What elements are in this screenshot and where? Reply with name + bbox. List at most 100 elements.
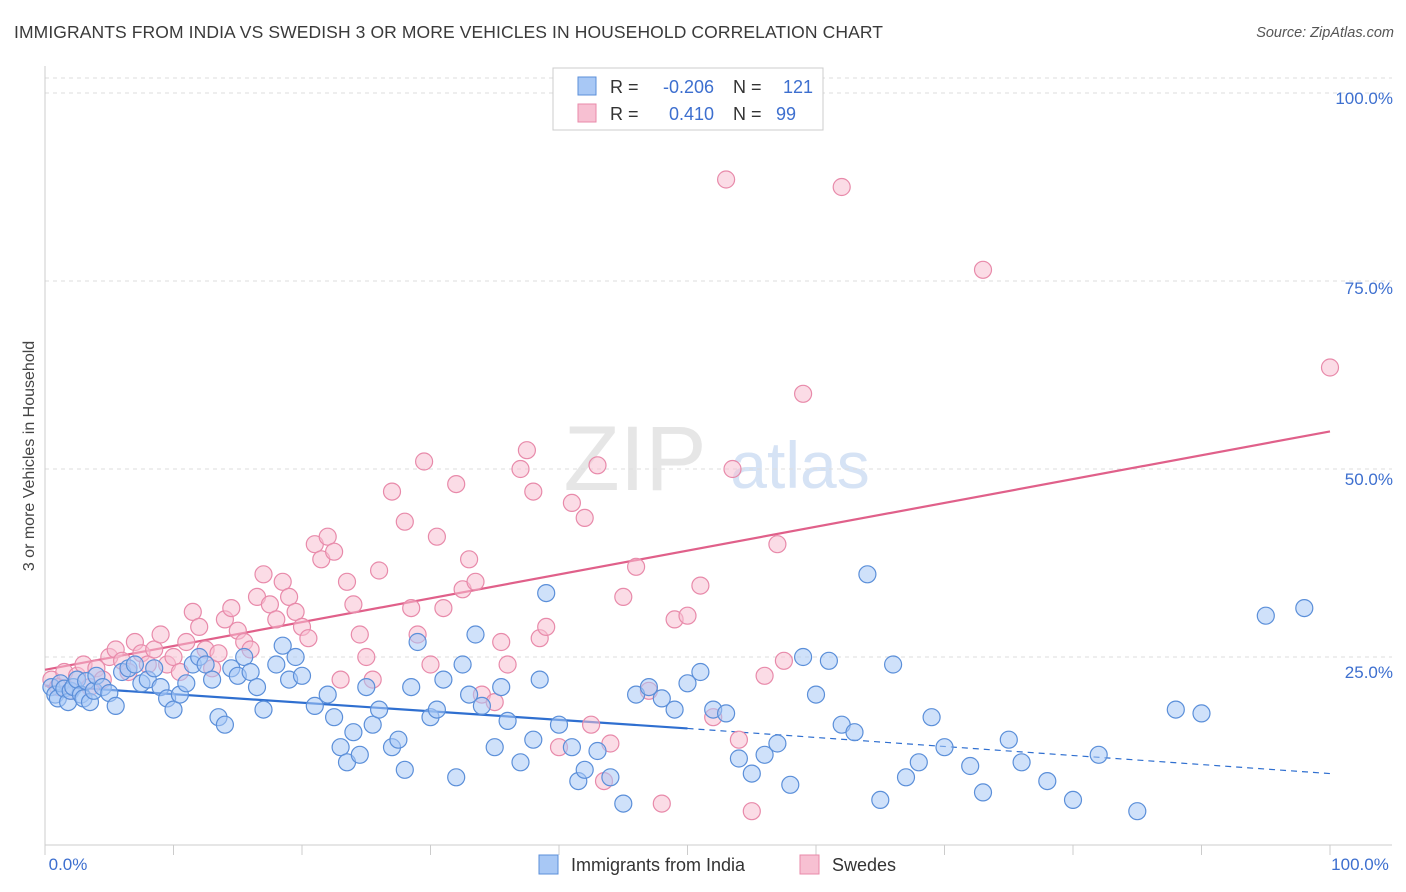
india-point-92 xyxy=(742,764,761,783)
india-point-41 xyxy=(267,655,286,674)
y-tick-label-100: 100.0% xyxy=(1335,89,1393,108)
y-tick-label-25: 25.0% xyxy=(1345,663,1393,682)
india-point-47 xyxy=(318,685,337,704)
swedes-point-72 xyxy=(537,617,556,637)
swedes-point-52 xyxy=(382,482,402,501)
swedes-point-58 xyxy=(427,527,446,546)
india-trend-line xyxy=(44,684,688,730)
india-point-67 xyxy=(466,625,485,644)
swedes-point-62 xyxy=(460,550,479,569)
swedes-point-90 xyxy=(729,730,749,749)
india-point-23 xyxy=(145,659,164,678)
india-point-119 xyxy=(1295,598,1314,618)
india-point-112 xyxy=(1038,771,1057,791)
india-point-107 xyxy=(935,738,954,757)
swedes-point-63 xyxy=(466,572,485,591)
legend-top-swatch-blue xyxy=(577,76,597,96)
legend-top-r-label-pink: R = xyxy=(610,104,639,124)
india-point-82 xyxy=(614,794,633,813)
swedes-point-48 xyxy=(350,625,369,644)
india-point-118 xyxy=(1256,606,1275,625)
swedes-point-16 xyxy=(145,640,164,659)
india-point-62 xyxy=(427,700,446,719)
swedes-point-57 xyxy=(421,655,440,674)
india-point-102 xyxy=(871,790,890,810)
swedes-point-75 xyxy=(575,508,594,528)
india-point-109 xyxy=(973,783,993,802)
india-point-74 xyxy=(530,670,549,689)
india-point-40 xyxy=(254,700,273,719)
swedes-point-46 xyxy=(337,572,357,591)
india-point-63 xyxy=(434,670,453,689)
india-point-105 xyxy=(909,753,928,772)
chart-source: Source: ZipAtlas.com xyxy=(1256,25,1394,41)
swedes-point-66 xyxy=(492,632,511,652)
swedes-point-54 xyxy=(402,598,421,618)
swedes-point-43 xyxy=(318,527,337,546)
india-point-69 xyxy=(485,738,504,757)
legend-bottom-swatch-swedes[interactable] xyxy=(799,854,820,875)
india-point-70 xyxy=(492,677,511,697)
swedes-point-40 xyxy=(299,629,318,648)
india-point-64 xyxy=(447,768,466,787)
y-tick-label-75: 75.0% xyxy=(1345,279,1393,298)
india-point-77 xyxy=(562,738,582,757)
legend-top-n-label-blue: N = xyxy=(733,77,762,97)
india-point-57 xyxy=(389,730,408,749)
india-point-108 xyxy=(961,756,980,776)
trend-layer xyxy=(44,430,1331,775)
india-point-90 xyxy=(716,704,736,723)
india-point-75 xyxy=(537,583,556,603)
x-tick-label-min: 0.0% xyxy=(49,855,88,874)
swedes-point-94 xyxy=(774,651,794,670)
swedes-point-95 xyxy=(793,384,813,403)
india-point-39 xyxy=(247,677,267,697)
india-point-98 xyxy=(819,651,839,670)
swedes-point-19 xyxy=(164,647,183,667)
india-point-94 xyxy=(768,734,787,753)
y-tick-label-50: 50.0% xyxy=(1345,470,1393,489)
india-point-45 xyxy=(292,666,312,685)
swedes-point-83 xyxy=(652,794,671,813)
legend-bottom-swatch-india[interactable] xyxy=(538,854,559,875)
swedes-point-34 xyxy=(260,595,279,614)
india-point-65 xyxy=(453,655,472,674)
swedes-point-17 xyxy=(151,625,170,644)
india-point-46 xyxy=(305,696,324,716)
swedes-point-36 xyxy=(273,572,292,591)
swedes-point-21 xyxy=(177,632,196,652)
swedes-point-88 xyxy=(716,170,736,189)
watermark-zip: ZIP xyxy=(563,408,706,510)
swedes-point-81 xyxy=(626,557,646,576)
india-point-110 xyxy=(999,730,1018,749)
swedes-point-85 xyxy=(678,606,697,625)
legend-top-n-value-blue: 121 xyxy=(783,77,813,97)
swedes-point-69 xyxy=(517,441,537,460)
legend-bottom-label-swedes[interactable]: Swedes xyxy=(832,855,896,875)
india-point-95 xyxy=(781,775,800,794)
swedes-point-37 xyxy=(280,587,299,607)
india-point-100 xyxy=(845,723,864,742)
swedes-point-33 xyxy=(254,565,273,584)
swedes-point-76 xyxy=(581,715,601,734)
swedes-point-44 xyxy=(325,542,344,561)
india-point-115 xyxy=(1128,802,1147,821)
india-point-17 xyxy=(106,696,125,716)
india-point-97 xyxy=(806,685,826,704)
swedes-point-80 xyxy=(614,587,633,607)
india-point-96 xyxy=(793,647,813,667)
legend-top-n-value-pink: 99 xyxy=(776,104,796,124)
india-point-51 xyxy=(344,723,363,742)
legend-top-r-value-blue: -0.206 xyxy=(663,77,714,97)
india-point-42 xyxy=(273,636,292,655)
swedes-point-56 xyxy=(415,452,434,471)
india-point-114 xyxy=(1089,745,1108,764)
swedes-point-96 xyxy=(832,177,851,197)
legend-top-swatch-pink xyxy=(577,103,597,123)
india-point-32 xyxy=(203,670,222,689)
swedes-point-49 xyxy=(357,647,376,667)
legend-bottom: Immigrants from India Swedes xyxy=(538,854,896,875)
swedes-point-59 xyxy=(434,598,453,618)
legend-bottom-label-india[interactable]: Immigrants from India xyxy=(571,855,746,875)
